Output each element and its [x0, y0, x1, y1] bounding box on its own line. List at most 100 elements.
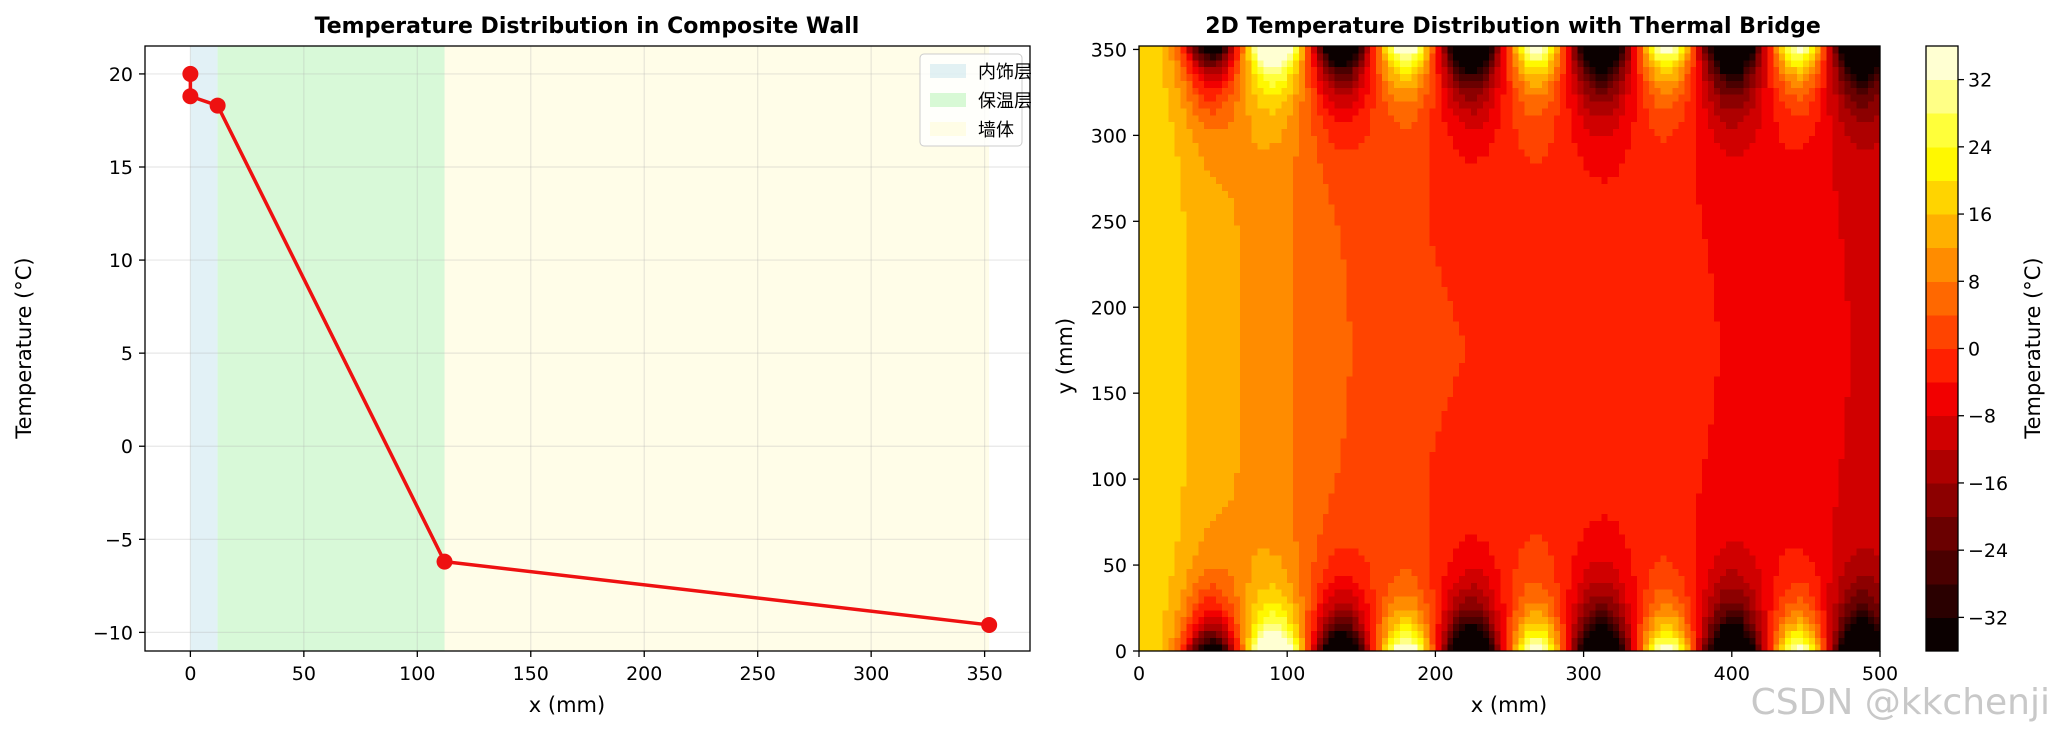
- heat-cell: [1304, 437, 1312, 446]
- heat-cell: [1405, 644, 1413, 651]
- heat-cell: [1192, 437, 1199, 446]
- heat-cell: [1275, 410, 1282, 418]
- heat-cell: [1352, 547, 1359, 556]
- heat-cell: [1435, 465, 1442, 473]
- heat-cell: [1435, 217, 1442, 226]
- heat-cell: [1299, 396, 1306, 405]
- heat-cell: [1139, 362, 1146, 370]
- heat-cell: [1287, 121, 1294, 130]
- heat-cell: [1299, 73, 1306, 81]
- heat-cell: [1150, 94, 1158, 102]
- heat-cell: [1316, 437, 1324, 446]
- heat-cell: [1304, 623, 1312, 631]
- heat-cell: [1139, 547, 1146, 556]
- heat-cell: [1162, 609, 1170, 618]
- heat-cell: [1156, 66, 1164, 75]
- heat-cell: [1180, 245, 1188, 253]
- heat-cell: [1269, 334, 1276, 343]
- heat-cell: [1316, 396, 1324, 405]
- heat-cell: [1358, 245, 1365, 253]
- heat-cell: [1245, 348, 1253, 356]
- heat-cell: [1281, 458, 1288, 466]
- heat-cell: [1227, 637, 1235, 645]
- heat-cell: [1150, 602, 1158, 611]
- heat-cell: [1168, 300, 1176, 308]
- heat-cell: [1423, 272, 1431, 281]
- heat-cell: [1174, 327, 1182, 336]
- heat-cell: [1453, 142, 1460, 150]
- heat-cell: [1304, 314, 1312, 322]
- heat-cell: [1393, 589, 1401, 597]
- heat-cell: [1352, 444, 1359, 453]
- heat-cell: [1180, 396, 1188, 405]
- heat-cell: [1334, 596, 1342, 604]
- heat-cell: [1411, 190, 1419, 198]
- heat-cell: [1304, 101, 1312, 109]
- heat-cell: [1346, 341, 1354, 350]
- heat-cell: [1387, 396, 1395, 405]
- heat-cell: [1334, 424, 1342, 432]
- heat-cell: [1281, 231, 1288, 240]
- heat-cell: [1299, 369, 1306, 377]
- heat-cell: [1435, 190, 1442, 198]
- heat-cell: [1435, 101, 1442, 109]
- heat-cell: [1174, 245, 1182, 253]
- heat-cell: [1358, 279, 1365, 288]
- heat-cell: [1299, 259, 1306, 267]
- heat-cell: [1310, 437, 1318, 446]
- heat-cell: [1144, 561, 1152, 570]
- heat-cell: [1186, 376, 1193, 384]
- heat-cell: [1364, 520, 1371, 528]
- heat-cell: [1216, 272, 1223, 281]
- heat-cell: [1281, 486, 1288, 494]
- heat-cell: [1411, 121, 1419, 130]
- heat-cell: [1269, 451, 1276, 460]
- heat-cell: [1269, 417, 1276, 425]
- heat-cell: [1441, 211, 1448, 219]
- heat-cell: [1316, 623, 1324, 631]
- heat-cell: [1299, 341, 1306, 350]
- heat-cell: [1399, 506, 1407, 515]
- heat-cell: [1328, 190, 1336, 198]
- heat-cell: [1227, 259, 1235, 267]
- heat-cell: [1275, 582, 1282, 590]
- heat-cell: [1382, 534, 1389, 542]
- heat-cell: [1447, 568, 1454, 576]
- heat-cell: [1204, 431, 1211, 439]
- heat-cell: [1239, 506, 1247, 515]
- heat-cell: [1435, 169, 1442, 178]
- heat-cell: [1405, 46, 1413, 54]
- heat-cell: [1251, 327, 1259, 336]
- heat-cell: [1465, 314, 1472, 322]
- heat-cell: [1340, 362, 1348, 370]
- heat-cell: [1352, 156, 1359, 164]
- heat-cell: [1180, 513, 1188, 521]
- heat-cell: [1364, 527, 1371, 535]
- heat-cell: [1358, 602, 1365, 611]
- heat-cell: [1352, 197, 1359, 205]
- heat-cell: [1186, 286, 1193, 295]
- heat-cell: [1263, 59, 1271, 68]
- heat-cell: [1382, 465, 1389, 473]
- heat-cell: [1310, 403, 1318, 411]
- heat-cell: [1251, 589, 1259, 597]
- heat-cell: [1275, 513, 1282, 521]
- heat-cell: [1387, 506, 1395, 515]
- heat-cell: [1453, 458, 1460, 466]
- heat-cell: [1316, 183, 1324, 191]
- heat-cell: [1186, 101, 1193, 109]
- heat-cell: [1192, 609, 1199, 618]
- heat-cell: [1239, 472, 1247, 480]
- heat-cell: [1227, 348, 1235, 356]
- heat-cell: [1417, 73, 1425, 81]
- heat-cell: [1310, 73, 1318, 81]
- heat-cell: [1465, 410, 1472, 418]
- heat-cell: [1251, 238, 1259, 246]
- heat-cell: [1150, 46, 1158, 54]
- heat-cell: [1322, 362, 1330, 370]
- heat-cell: [1346, 424, 1354, 432]
- heat-cell: [1382, 121, 1389, 130]
- heat-cell: [1293, 637, 1300, 645]
- heat-cell: [1204, 444, 1211, 453]
- heat-cell: [1364, 314, 1371, 322]
